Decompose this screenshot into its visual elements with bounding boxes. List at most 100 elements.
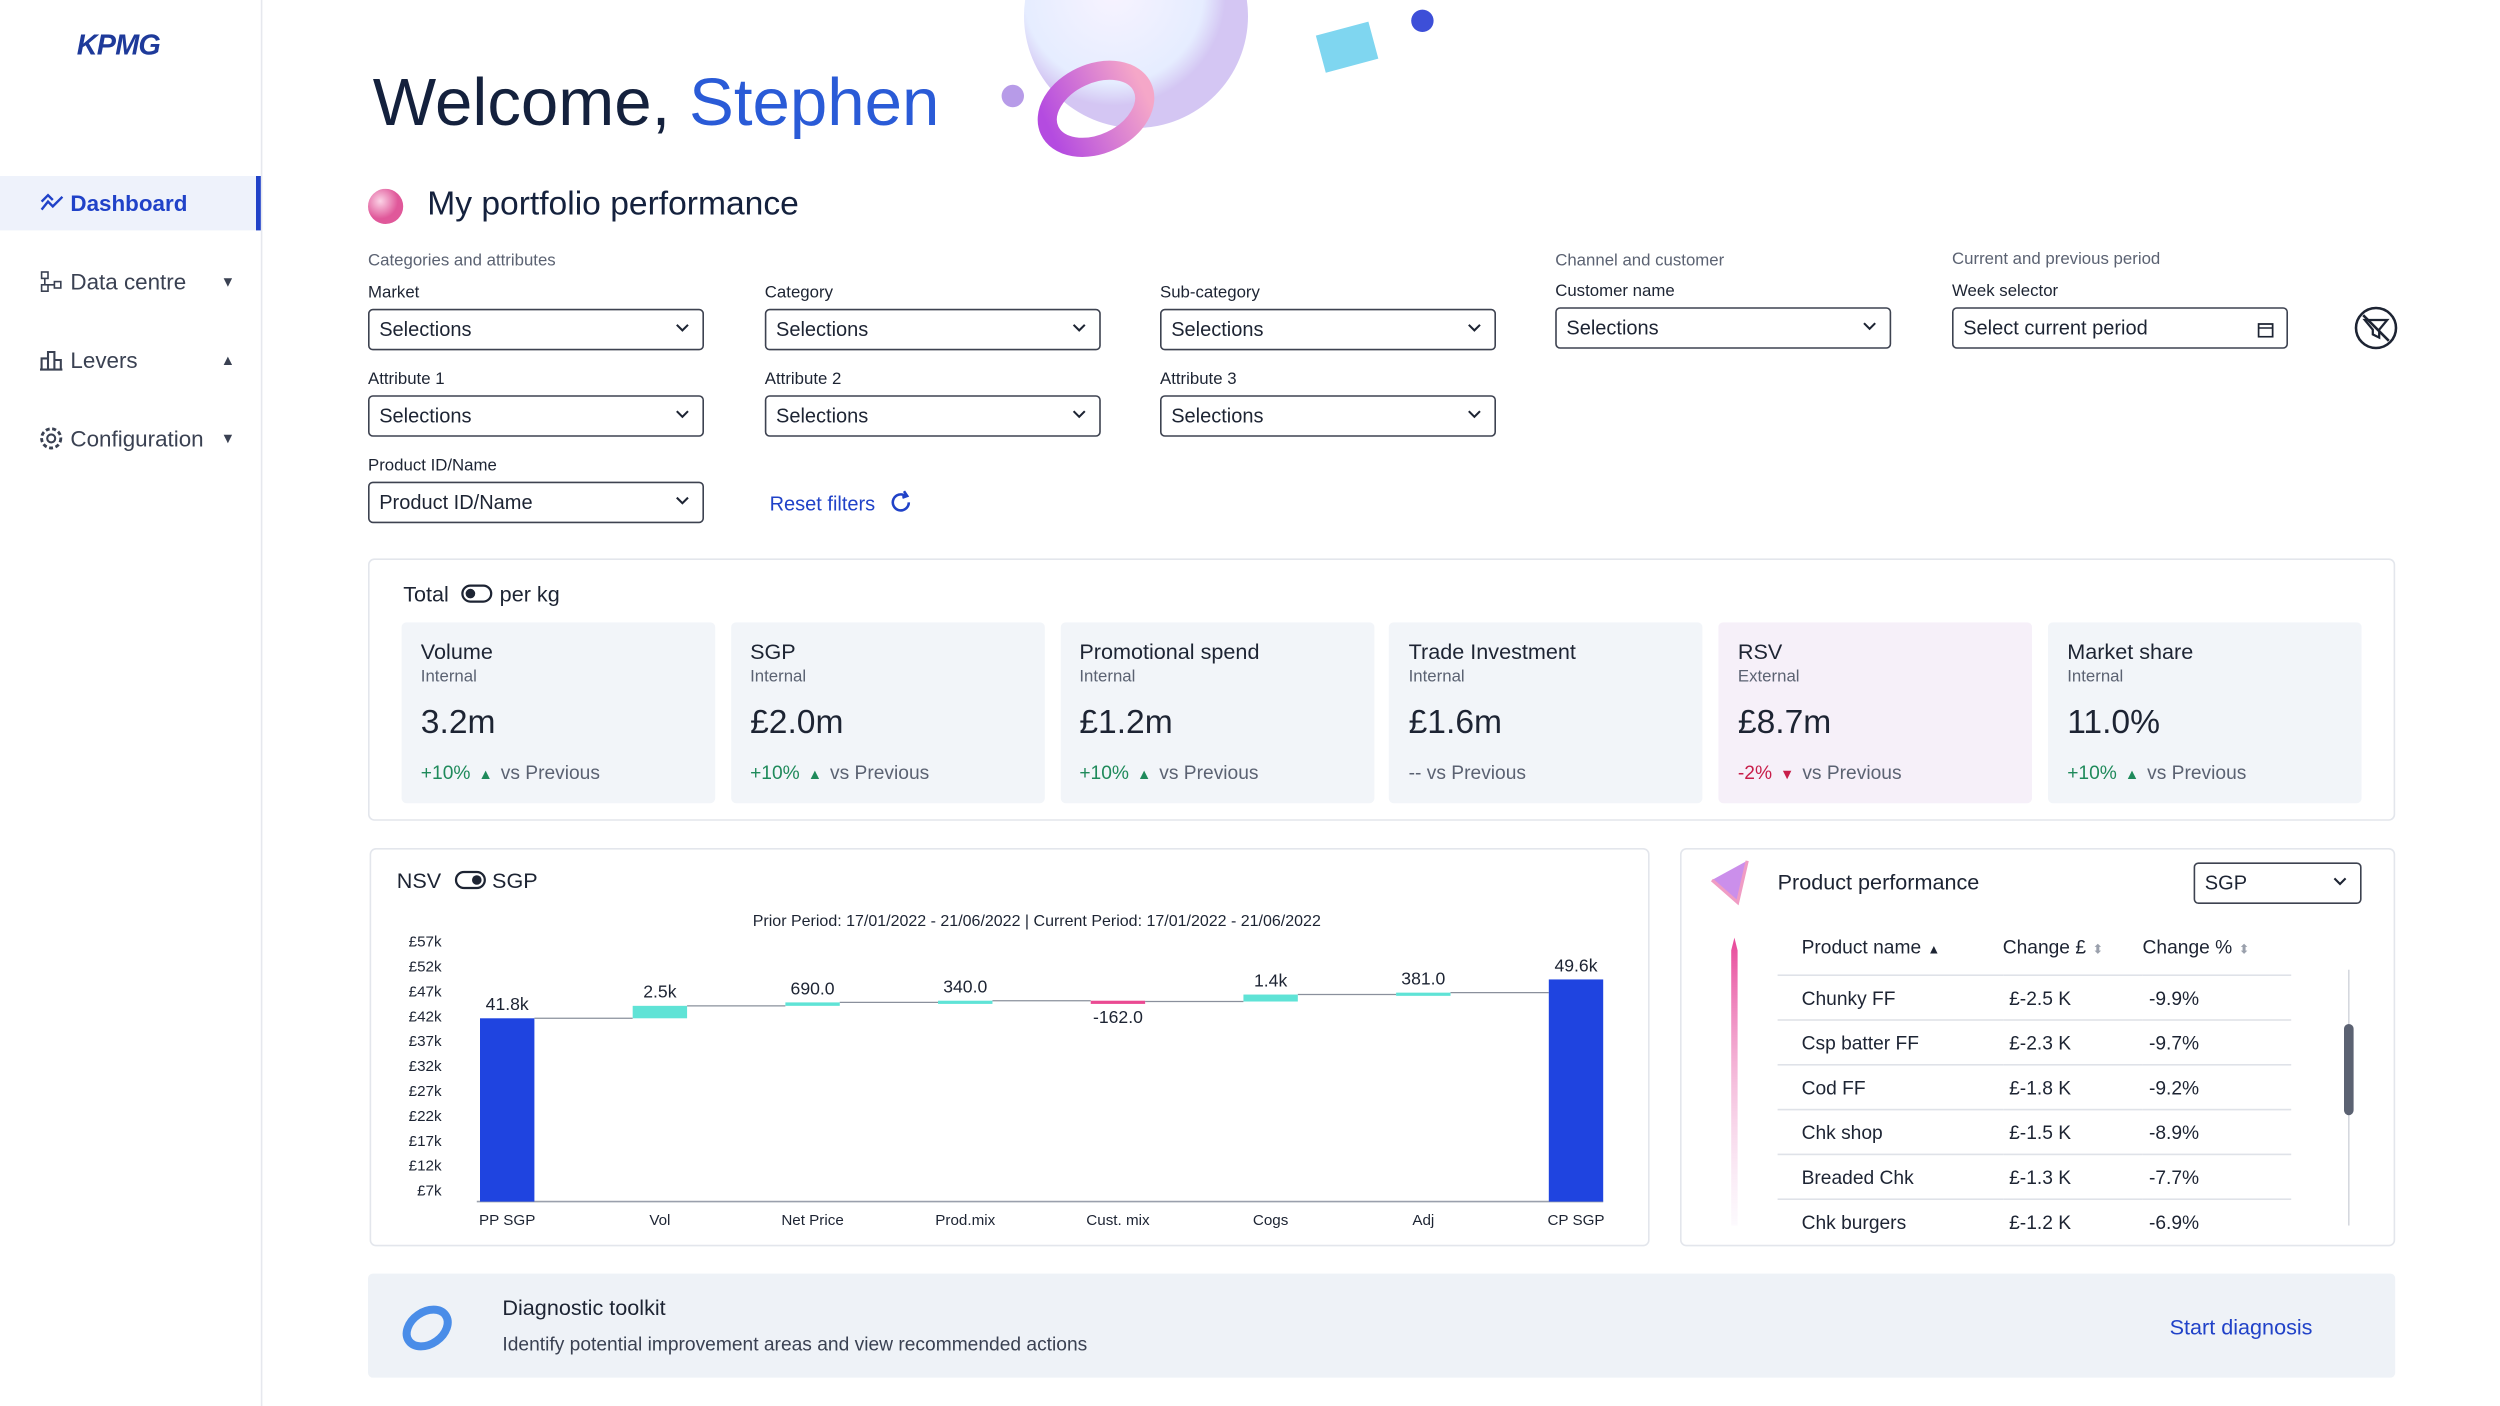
kpi-change: +10% ▲ vs Previous [1079, 762, 1258, 784]
diagnostic-title: Diagnostic toolkit [502, 1296, 666, 1320]
filter-dropdown[interactable]: Selections [764, 308, 1101, 351]
nav-label[interactable]: Levers [70, 347, 138, 373]
filter-value: Product ID/Name [379, 491, 533, 514]
kpi-value: £1.2m [1079, 704, 1173, 741]
kpi-card: SGP Internal £2.0m +10% ▲ vs Previous [730, 622, 1045, 804]
kpi-source: Internal [2067, 667, 2124, 687]
bar [785, 1002, 840, 1006]
kpi-compare: vs Previous [830, 761, 930, 784]
column-label[interactable]: Change £ [2002, 936, 2086, 959]
start-diagnosis[interactable]: Start diagnosis [2169, 1315, 2313, 1340]
logo: KPMG [76, 28, 161, 61]
filter-dropdown[interactable]: Selections [1555, 307, 1892, 349]
kpi-card: Market share Internal 11.0% +10% ▲ vs Previou… [2048, 622, 2362, 804]
chevron [1863, 322, 1876, 331]
metric-dropdown[interactable]: SGP [2193, 862, 2362, 904]
sidebar: KPMG [0, 0, 263, 1406]
nav-icon [40, 193, 64, 211]
table-cell: -9.2% [2142, 1064, 2292, 1110]
table-cell: -9.9% [2142, 974, 2292, 1020]
kpi-delta: -- [1408, 761, 1422, 784]
kpi-delta: +10% [750, 761, 800, 784]
chart-toggle[interactable]: NSV SGP [397, 869, 538, 893]
column-header[interactable]: Change % ⬍ [2143, 920, 2292, 975]
filter-dropdown[interactable]: Selections [1160, 395, 1496, 437]
kpi-change: +10% ▲ vs Previous [421, 762, 600, 784]
section-title: My portfolio performance [427, 185, 799, 223]
table-row: Breaded Chk £-1.3 K -7.7% [1777, 1153, 2292, 1200]
nav-caret: ▲ [220, 352, 236, 368]
column-header[interactable]: Change £ ⬍ [2003, 920, 2143, 975]
sort-icon[interactable]: ⬍ [2238, 942, 2250, 957]
kpi-delta: +10% [2067, 761, 2117, 784]
kpi-source: Internal [1408, 667, 1465, 687]
data-label: 49.6k [1554, 955, 1597, 975]
toggle-switch[interactable] [461, 584, 493, 603]
kpi-source: Internal [750, 667, 807, 687]
chevron [1468, 324, 1481, 332]
nav-item[interactable]: Configuration ▼ [0, 411, 261, 465]
sort-icon[interactable]: ▲ [1927, 942, 1941, 957]
reset-filters[interactable]: Reset filters [769, 490, 915, 516]
section-icon [368, 188, 404, 224]
bar [938, 1000, 993, 1004]
data-label: 340.0 [943, 977, 987, 997]
data-label: 690.0 [791, 978, 835, 998]
kpi-value: 11.0% [2067, 704, 2160, 741]
x-tick-label: Adj [1412, 1212, 1434, 1229]
column-label[interactable]: Change % [2142, 936, 2233, 959]
filter-dropdown[interactable]: Product ID/Name [368, 481, 704, 524]
filter-label: Sub-category [1160, 283, 1260, 303]
kpi-value: 3.2m [420, 704, 496, 741]
toggle-switch[interactable] [454, 870, 486, 890]
nav-label[interactable]: Data centre [70, 268, 187, 295]
table-cell: -7.7% [2142, 1153, 2292, 1200]
nav-label[interactable]: Dashboard [70, 190, 188, 216]
kpi-name: Promotional spend [1079, 640, 1260, 664]
filter-group: Channel and customer [1555, 251, 1725, 271]
filter-label: Attribute 3 [1160, 369, 1237, 389]
filter-value: Selections [1566, 316, 1659, 340]
chart-subtitle: Prior Period: 17/01/2022 - 21/06/2022 | … [753, 913, 1321, 930]
filter-value: Selections [379, 404, 472, 428]
clear-filters-button[interactable] [2352, 304, 2400, 352]
nav-item[interactable]: Dashboard [0, 176, 261, 231]
scrollbar[interactable] [2342, 969, 2355, 1226]
diagnostic-panel [368, 1273, 2396, 1378]
data-label: 381.0 [1401, 969, 1445, 989]
table-cell: Chk burgers [1777, 1198, 2003, 1244]
x-tick-label: Prod.mix [935, 1212, 995, 1229]
data-label: 1.4k [1254, 970, 1287, 990]
table-cell: -6.9% [2142, 1198, 2292, 1244]
kpi-value: £1.6m [1408, 704, 1503, 741]
table-cell: Csp batter FF [1777, 1019, 2003, 1065]
y-tick-label: £22k [409, 1108, 442, 1125]
table-row: Chunky FF £-2.5 K -9.9% [1777, 974, 2292, 1020]
table-cell: £-1.8 K [2002, 1064, 2143, 1110]
filter-dropdown[interactable]: Selections [1160, 308, 1496, 351]
y-tick-label: £37k [409, 1033, 442, 1050]
filter-dropdown[interactable]: Selections [368, 395, 704, 437]
filter-dropdown[interactable]: Select current period [1952, 307, 2288, 349]
table-row: Csp batter FF £-2.3 K -9.7% [1777, 1019, 2292, 1065]
kpi-card: Volume Internal 3.2m +10% ▲ vs Previous [401, 622, 716, 804]
filter-dropdown[interactable]: Selections [368, 308, 704, 351]
chart-panel [369, 848, 1650, 1247]
chevron [676, 324, 689, 332]
kpi-toggle[interactable]: Total per kg [403, 582, 560, 606]
kpi-name: Volume [420, 640, 493, 664]
table-cell: £-2.3 K [2002, 1019, 2143, 1065]
chevron [1072, 410, 1086, 419]
nav-label[interactable]: Configuration [70, 425, 204, 452]
nav-item[interactable]: Levers ▲ [0, 333, 261, 387]
kpi-name: Trade Investment [1408, 640, 1576, 664]
kpi-value: £2.0m [750, 704, 844, 741]
filter-dropdown[interactable]: Selections [764, 395, 1101, 437]
sort-icon[interactable]: ⬍ [2092, 942, 2104, 957]
kpi-value: £8.7m [1737, 704, 1832, 741]
kpi-compare: vs Previous [500, 761, 600, 784]
reset-label[interactable]: Reset filters [769, 492, 876, 516]
column-label[interactable]: Product name [1801, 936, 1922, 959]
nav-item[interactable]: Data centre ▼ [0, 254, 261, 308]
column-header[interactable]: Product name ▲ [1778, 920, 2003, 975]
